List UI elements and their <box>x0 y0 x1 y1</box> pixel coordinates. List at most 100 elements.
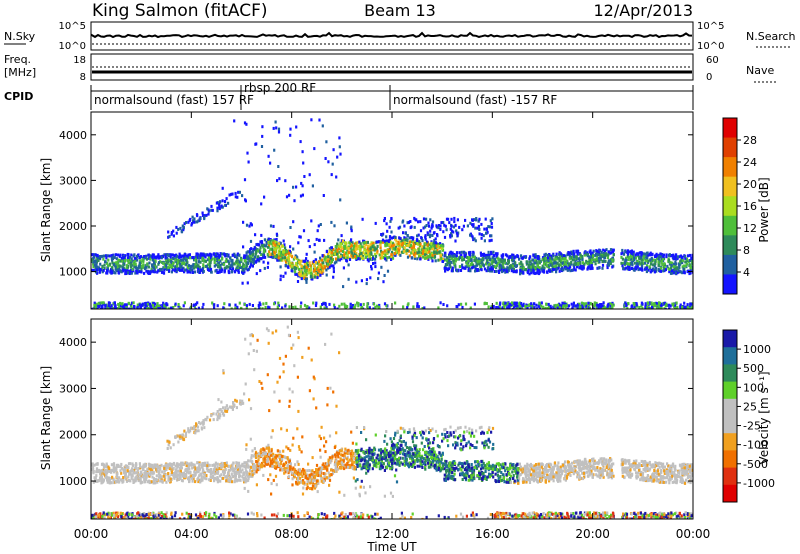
power-cell <box>384 243 387 247</box>
power-cell <box>402 305 405 309</box>
power-cell <box>340 257 343 261</box>
power-cell <box>398 225 402 229</box>
power-cell <box>421 252 424 255</box>
power-cell <box>564 256 567 260</box>
velocity-cell <box>237 464 240 468</box>
power-cell <box>267 261 270 265</box>
power-cell <box>669 304 672 308</box>
power-cell <box>383 219 386 223</box>
power-cell <box>574 268 577 272</box>
power-cell <box>534 253 537 257</box>
power-cell <box>510 303 513 307</box>
power-cell <box>191 271 194 274</box>
power-cell <box>151 253 154 257</box>
power-cell <box>197 264 200 268</box>
power-cell <box>154 306 157 309</box>
power-cell <box>490 269 493 273</box>
power-cell <box>395 250 398 254</box>
power-cell <box>438 246 441 250</box>
power-cell <box>206 258 210 262</box>
power-cell <box>428 224 431 228</box>
power-cell <box>293 199 296 203</box>
power-cell <box>478 232 481 236</box>
velocity-cell <box>230 480 234 484</box>
power-cell <box>348 258 352 261</box>
power-cell <box>170 258 173 262</box>
velocity-cell <box>282 513 285 517</box>
power-cell <box>570 250 573 254</box>
power-cell <box>336 249 339 253</box>
power-cell <box>627 258 630 261</box>
power-cell <box>346 256 349 260</box>
power-cell <box>485 262 488 266</box>
power-cell <box>91 258 94 262</box>
power-cell <box>536 255 539 258</box>
power-cell <box>364 256 367 259</box>
velocity-cell <box>578 474 581 478</box>
power-cell <box>679 270 682 274</box>
power-cell <box>421 307 424 309</box>
power-cell <box>621 257 624 261</box>
power-cell <box>329 261 332 265</box>
power-cell <box>425 224 428 227</box>
power-cell <box>306 259 309 263</box>
velocity-cell <box>521 517 524 519</box>
power-cell <box>235 256 239 260</box>
velocity-cell <box>632 459 636 463</box>
power-cell <box>450 234 453 238</box>
power-cell <box>647 268 650 272</box>
power-cell <box>283 256 286 260</box>
power-cell <box>527 304 530 307</box>
power-cell <box>491 258 494 262</box>
power-cell <box>668 307 671 309</box>
velocity-cell <box>144 515 147 519</box>
power-cell <box>560 258 563 262</box>
power-cell <box>590 302 593 306</box>
power-cell <box>504 270 507 274</box>
power-cell <box>252 252 255 256</box>
power-cell <box>512 270 515 274</box>
power-cell <box>102 301 105 305</box>
velocity-cell <box>559 514 562 518</box>
power-cell <box>139 305 143 309</box>
power-cell <box>337 250 340 254</box>
power-cell <box>412 253 416 257</box>
power-cell <box>234 306 237 309</box>
power-cell <box>281 306 284 309</box>
power-cell <box>303 175 306 178</box>
power-cell <box>511 264 514 268</box>
velocity-cell <box>449 425 452 429</box>
power-cell <box>231 267 234 271</box>
velocity-cell <box>405 446 409 449</box>
power-cell <box>549 259 552 263</box>
power-cell <box>566 268 569 272</box>
power-cell <box>605 248 608 252</box>
power-cell <box>625 266 628 270</box>
power-cell <box>472 224 475 228</box>
power-cell <box>426 243 429 247</box>
power-cell <box>607 261 610 265</box>
power-cell <box>533 259 536 263</box>
power-cell <box>639 257 642 261</box>
colorbar-swatch <box>723 118 737 139</box>
velocity-cell <box>587 469 590 473</box>
power-cell <box>527 265 531 269</box>
velocity-cell <box>557 461 560 465</box>
power-cell <box>97 258 100 262</box>
power-cell <box>473 258 476 262</box>
power-cell <box>609 307 612 309</box>
power-cell <box>450 229 454 233</box>
power-cell <box>330 220 333 224</box>
power-cell <box>480 258 483 262</box>
power-cell <box>380 233 383 236</box>
power-cell <box>379 243 382 246</box>
power-cell <box>133 265 136 269</box>
power-cell <box>341 250 344 253</box>
power-cell <box>640 254 643 257</box>
power-cell <box>128 302 131 306</box>
power-cell <box>558 306 561 309</box>
power-cell <box>252 258 255 261</box>
power-cell <box>688 272 691 276</box>
power-cell <box>469 233 472 237</box>
power-cell <box>675 262 678 266</box>
